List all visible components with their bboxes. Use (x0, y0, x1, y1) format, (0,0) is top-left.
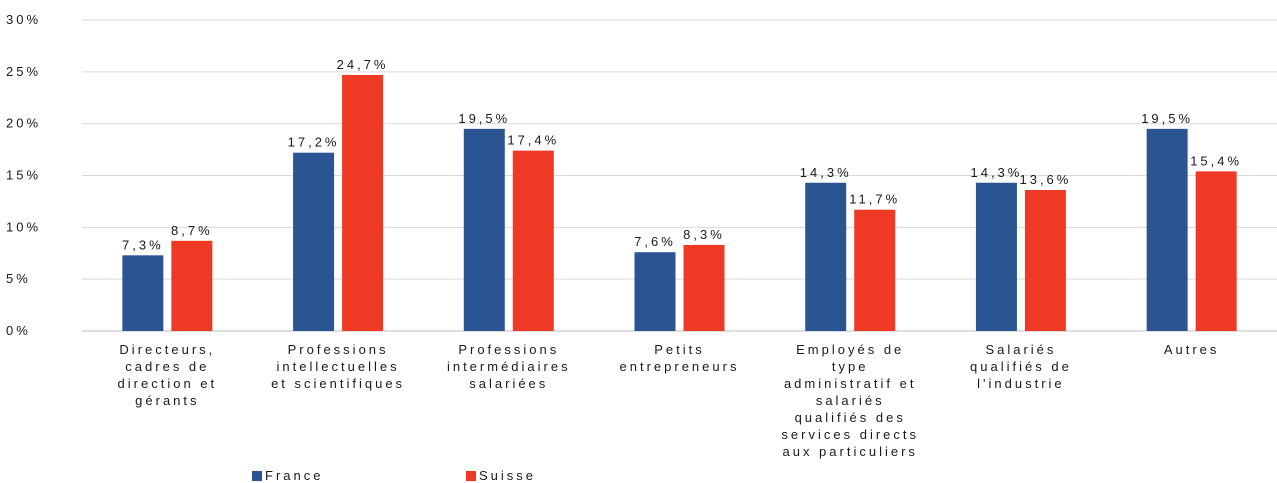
data-label: 15,4% (1190, 153, 1242, 168)
bar-suisse (683, 244, 725, 331)
bar-suisse (1195, 171, 1237, 331)
y-tick-label: 25% (6, 64, 41, 79)
y-tick-label: 15% (6, 168, 41, 183)
bar-france (1146, 128, 1188, 331)
category-label: gérants (135, 393, 199, 408)
category-label: Professions (458, 342, 559, 357)
category-label: qualifiés de (970, 359, 1072, 374)
y-axis-ticks: 0% 5% 10% 15% 20% 25% 30% (6, 12, 41, 338)
bar-france (634, 252, 676, 331)
data-label: 17,4% (507, 133, 559, 148)
category-label: Salariés (985, 342, 1056, 357)
y-tick-label: 20% (6, 116, 41, 131)
category-label: salariées (469, 376, 548, 391)
category-label: administratif et (784, 376, 917, 391)
y-tick-label: 10% (6, 219, 41, 234)
category-label: Petits (654, 342, 705, 357)
data-label: 11,7% (849, 192, 900, 207)
category-label: et scientifiques (271, 376, 405, 391)
category-label: type (832, 359, 869, 374)
legend-swatch-france (252, 471, 262, 481)
legend: France Suisse (252, 468, 536, 483)
category-label: qualifiés des (795, 410, 906, 425)
legend-label-france: France (265, 468, 323, 483)
category-label: intermédiaires (447, 359, 571, 374)
bars (122, 74, 1237, 332)
y-tick-label: 0% (6, 323, 31, 338)
category-label: salariés (816, 393, 885, 408)
data-label: 19,5% (458, 111, 510, 126)
y-tick-label: 30% (6, 12, 41, 27)
data-label: 7,6% (634, 234, 676, 249)
category-label: Autres (1164, 342, 1220, 357)
legend-label-suisse: Suisse (479, 468, 536, 483)
bar-france (805, 182, 847, 331)
data-label: 13,6% (1019, 172, 1071, 187)
legend-swatch-suisse (466, 471, 476, 481)
category-label: services directs (781, 427, 919, 442)
data-label: 19,5% (1141, 111, 1193, 126)
category-label: l'industrie (977, 376, 1065, 391)
bar-france (975, 182, 1017, 331)
category-label: aux particuliers (782, 444, 917, 459)
data-labels: 7,3% 8,7% 17,2% 24,7% 19,5% 17,4% 7,6% 8,3% 14,3… (122, 57, 1242, 252)
data-label: 14,3% (970, 165, 1022, 180)
bar-suisse (342, 74, 384, 332)
category-label: entrepreneurs (620, 359, 740, 374)
bar-france (293, 152, 335, 331)
category-label: Professions (288, 342, 389, 357)
data-label: 7,3% (122, 237, 164, 252)
category-label: intellectuelles (277, 359, 400, 374)
data-label: 24,7% (337, 57, 389, 72)
category-label: cadres de (125, 359, 209, 374)
data-label: 17,2% (288, 135, 340, 150)
bar-suisse (854, 209, 896, 331)
bar-suisse (171, 240, 213, 331)
data-label: 14,3% (800, 165, 852, 180)
bar-france (463, 128, 505, 331)
bar-suisse (1024, 190, 1066, 331)
category-label: Directeurs, (119, 342, 215, 357)
category-label: direction et (118, 376, 218, 391)
y-tick-label: 5% (6, 271, 31, 286)
gridlines (82, 19, 1277, 332)
data-label: 8,3% (683, 227, 725, 242)
bar-france (122, 255, 164, 331)
data-label: 8,7% (171, 223, 213, 238)
bar-suisse (512, 150, 554, 331)
category-label: Employés de (796, 342, 904, 357)
category-labels: Directeurs, cadres de direction et gérants P… (118, 342, 1220, 459)
